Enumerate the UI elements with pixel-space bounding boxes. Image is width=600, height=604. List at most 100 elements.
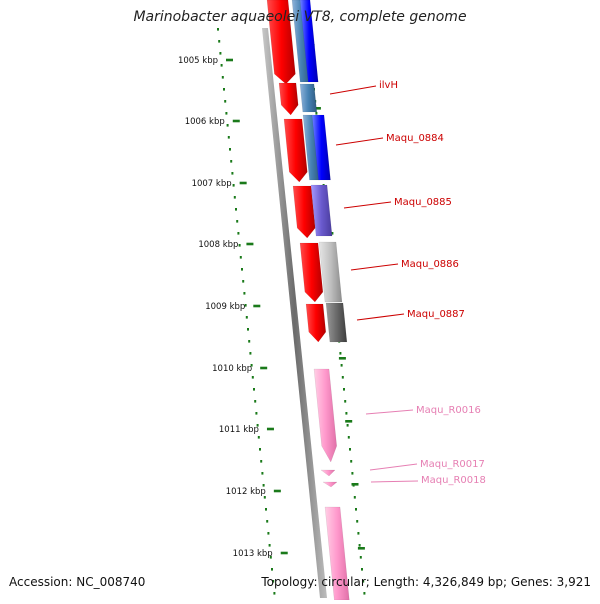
- cog-block: [318, 241, 343, 303]
- ruler-minor-tick: [359, 556, 362, 559]
- cds-arrow: [283, 118, 308, 183]
- ruler-label: 1011 kbp: [219, 425, 259, 435]
- leader-line: [369, 463, 418, 471]
- cds-arrow: [266, 0, 296, 85]
- ruler-minor-tick: [221, 76, 224, 79]
- ruler-major-tick: [357, 547, 365, 550]
- leader-line: [370, 480, 419, 483]
- ruler-major-tick: [273, 489, 281, 493]
- ruler-label: 1008 kbp: [198, 240, 238, 250]
- ruler-minor-tick: [239, 256, 242, 259]
- ruler-minor-tick: [315, 112, 318, 115]
- ruler-label: 1012 kbp: [226, 487, 266, 497]
- ruler-minor-tick: [350, 460, 353, 463]
- ruler-minor-tick: [255, 412, 258, 415]
- ruler-minor-tick: [263, 496, 266, 499]
- ruler-major-tick: [260, 366, 268, 370]
- ruler-major-tick: [338, 357, 346, 360]
- ruler-label: 1013 kbp: [233, 549, 273, 559]
- ruler-mark-5: 1009 kbp: [205, 302, 261, 312]
- ruler-minor-tick: [349, 448, 351, 451]
- ruler-minor-tick: [230, 160, 233, 163]
- ruler-minor-tick: [260, 460, 263, 463]
- ruler-major-tick: [266, 427, 274, 431]
- cog-block: [325, 302, 348, 343]
- rna-arrow: [313, 368, 337, 463]
- ruler-minor-tick: [219, 52, 222, 55]
- cog-block: [310, 184, 333, 237]
- ruler-minor-tick: [226, 124, 229, 127]
- ruler-minor-tick: [235, 208, 237, 211]
- ruler-minor-tick: [272, 580, 275, 583]
- ruler-minor-tick: [257, 436, 260, 439]
- ruler-minor-tick: [247, 328, 249, 331]
- feature-label-4: Maqu_0886: [350, 259, 459, 271]
- ruler-minor-tick: [236, 220, 239, 223]
- ruler-minor-tick: [267, 532, 270, 535]
- ruler-minor-tick: [259, 448, 261, 451]
- ruler-minor-tick: [217, 28, 219, 31]
- ruler-minor-tick: [220, 64, 223, 67]
- leader-line: [356, 313, 405, 321]
- ruler-major-tick: [253, 304, 261, 308]
- ruler-minor-tick: [254, 400, 257, 403]
- ruler-minor-tick: [237, 232, 240, 235]
- ruler-minor-tick: [233, 196, 236, 199]
- cds-arrow: [278, 82, 299, 116]
- cds-arrow: [292, 185, 316, 239]
- leader-line: [365, 409, 414, 415]
- ruler-minor-tick: [261, 472, 264, 475]
- ruler-minor-tick: [268, 544, 271, 547]
- feature-label-6: Maqu_R0016: [365, 405, 481, 416]
- cog-block: [299, 0, 319, 83]
- ruler-label: 1009 kbp: [205, 302, 245, 312]
- ruler-major-tick: [246, 242, 254, 246]
- leader-line: [350, 263, 399, 271]
- feature-label-text: Maqu_R0018: [421, 475, 486, 486]
- ruler-minor-tick: [340, 364, 343, 367]
- ruler-minor-tick: [361, 568, 363, 571]
- ruler-minor-tick: [344, 400, 347, 403]
- ruler-major-tick: [313, 107, 321, 110]
- ruler-minor-tick: [339, 352, 342, 355]
- ruler-minor-tick: [273, 592, 276, 595]
- ruler-minor-tick: [250, 364, 253, 367]
- ruler-minor-tick: [227, 136, 230, 139]
- ruler-minor-tick: [225, 112, 228, 115]
- ruler-minor-tick: [262, 484, 265, 487]
- ruler-mark-3: 1007 kbp: [192, 179, 247, 189]
- ruler-minor-tick: [243, 292, 246, 295]
- ruler-label: 1005 kbp: [178, 56, 218, 66]
- ruler-mark-6: 1010 kbp: [212, 364, 268, 374]
- ruler-inner-track: [217, 28, 276, 595]
- feature-label-1: ilvH: [329, 80, 398, 95]
- ruler-minor-tick: [357, 532, 360, 535]
- ruler-minor-tick: [249, 352, 252, 355]
- ruler-minor-tick: [248, 340, 251, 343]
- ruler-minor-tick: [355, 508, 357, 511]
- ruler-minor-tick: [345, 412, 348, 415]
- ruler-minor-tick: [271, 568, 273, 571]
- label-layer: ilvH Maqu_0884 Maqu_0885 Maqu_0886 Maqu_0887…: [329, 80, 486, 486]
- ruler-minor-tick: [363, 592, 366, 595]
- feature-label-5: Maqu_0887: [356, 309, 465, 321]
- ruler-minor-tick: [218, 40, 221, 43]
- ruler-minor-tick: [245, 316, 248, 319]
- cog-block: [299, 83, 318, 113]
- ruler-minor-tick: [347, 436, 350, 439]
- feature-label-8: Maqu_R0018: [370, 475, 486, 486]
- leader-line: [335, 137, 384, 146]
- ruler-minor-tick: [362, 580, 365, 583]
- backbone-layer: [262, 28, 327, 598]
- feature-label-text: Maqu_0884: [386, 133, 444, 144]
- ruler-label: 1007 kbp: [192, 179, 232, 189]
- ruler-mark-1: 1005 kbp: [178, 56, 233, 66]
- ruler-major-tick: [351, 483, 359, 486]
- rna-arrow: [320, 469, 336, 477]
- ruler-minor-tick: [253, 388, 255, 391]
- ruler-major-tick: [239, 181, 247, 185]
- ruler-minor-tick: [244, 304, 247, 307]
- map-title: Marinobacter aquaeolei VT8, complete gen…: [133, 9, 467, 25]
